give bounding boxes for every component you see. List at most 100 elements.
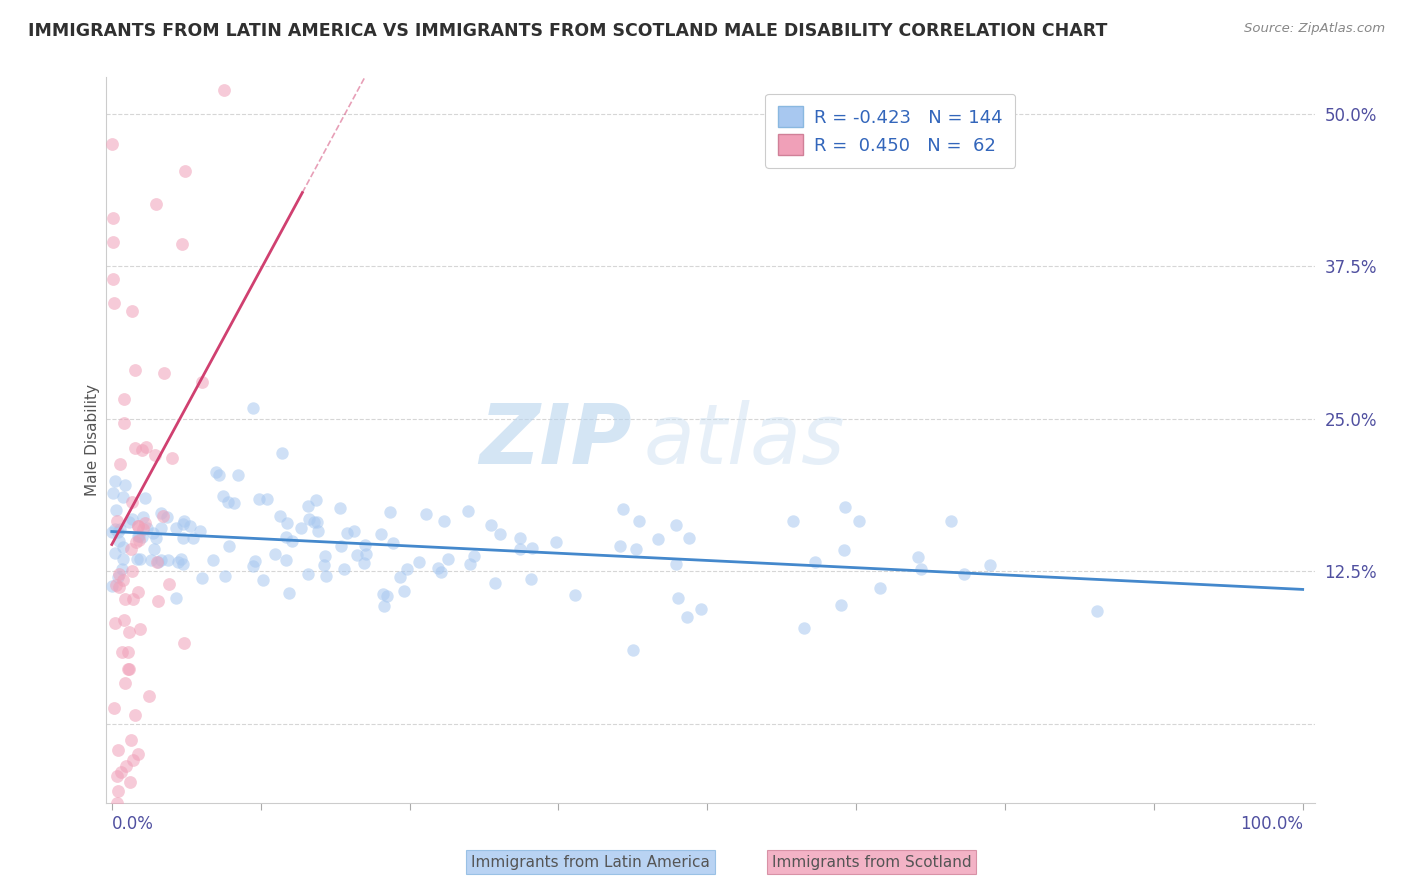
Point (290, 520, 312, 534)
Point (117, 645, 139, 659)
Point (129, 552, 152, 566)
Text: atlas: atlas (644, 400, 845, 481)
Text: Source: ZipAtlas.com: Source: ZipAtlas.com (1244, 22, 1385, 36)
Point (112, 613, 135, 627)
Point (484, 576, 506, 591)
Point (214, 569, 236, 583)
Point (665, 557, 688, 571)
Point (245, 554, 267, 568)
Point (665, 517, 688, 532)
Point (101, 524, 124, 539)
Point (939, 514, 962, 528)
Point (426, 561, 449, 575)
Point (124, 441, 146, 455)
Point (276, 530, 298, 544)
Point (105, 769, 128, 783)
Point (166, 555, 188, 569)
Point (134, 491, 156, 506)
Point (375, 589, 398, 603)
Point (142, 526, 165, 541)
Point (172, 557, 194, 571)
Point (869, 581, 891, 595)
Point (101, 579, 124, 593)
Point (979, 558, 1001, 573)
Point (173, 635, 195, 649)
Point (458, 558, 481, 572)
Point (145, 197, 167, 211)
Point (146, 594, 169, 608)
Point (264, 547, 287, 561)
Point (107, 570, 129, 584)
Point (297, 500, 319, 514)
Point (111, 573, 134, 587)
Point (181, 531, 204, 545)
Point (305, 493, 328, 508)
Point (143, 448, 166, 462)
Point (101, 235, 124, 249)
Point (118, 775, 141, 789)
Point (134, 516, 156, 530)
Point (105, 514, 128, 528)
Point (256, 492, 278, 507)
Point (222, 496, 245, 510)
Text: 100.0%: 100.0% (1240, 815, 1303, 833)
Point (370, 526, 392, 541)
Point (107, 742, 129, 756)
Point (214, 82, 236, 96)
Point (160, 451, 183, 466)
Point (520, 572, 543, 586)
Point (242, 558, 264, 573)
Point (804, 555, 827, 569)
Point (315, 569, 337, 583)
Point (489, 527, 512, 541)
Point (108, 566, 131, 581)
Point (408, 555, 430, 569)
Point (112, 416, 135, 430)
Point (281, 533, 304, 548)
Point (463, 549, 485, 563)
Point (172, 517, 194, 532)
Point (157, 577, 180, 591)
Point (121, 512, 143, 526)
Point (131, 443, 153, 458)
Point (312, 558, 335, 573)
Point (218, 539, 240, 553)
Point (211, 489, 233, 503)
Point (121, 304, 143, 318)
Point (127, 519, 149, 533)
Point (207, 468, 229, 483)
Point (103, 296, 125, 310)
Point (104, 615, 127, 630)
Point (395, 561, 418, 575)
Point (128, 533, 150, 547)
Point (666, 591, 689, 605)
Point (271, 446, 294, 460)
Point (114, 591, 136, 606)
Point (108, 580, 131, 594)
Point (624, 541, 647, 556)
Point (101, 211, 124, 225)
Point (389, 570, 412, 584)
Point (834, 543, 856, 558)
Point (150, 520, 173, 534)
Point (121, 814, 143, 829)
Point (190, 524, 212, 539)
Legend: R = -0.423   N = 144, R =  0.450   N =  62: R = -0.423 N = 144, R = 0.450 N = 62 (765, 94, 1015, 168)
Point (131, 530, 153, 544)
Point (437, 552, 460, 566)
Point (121, 495, 143, 509)
Point (415, 507, 437, 521)
Point (104, 814, 127, 828)
Point (146, 555, 169, 569)
Point (247, 491, 270, 506)
Point (676, 609, 699, 624)
Point (148, 555, 170, 569)
Point (179, 518, 201, 533)
Point (343, 524, 366, 538)
Point (205, 465, 228, 479)
Text: Immigrants from Scotland: Immigrants from Scotland (772, 855, 972, 870)
Point (165, 591, 187, 605)
Point (145, 532, 167, 546)
Point (131, 522, 153, 536)
Point (373, 599, 395, 614)
